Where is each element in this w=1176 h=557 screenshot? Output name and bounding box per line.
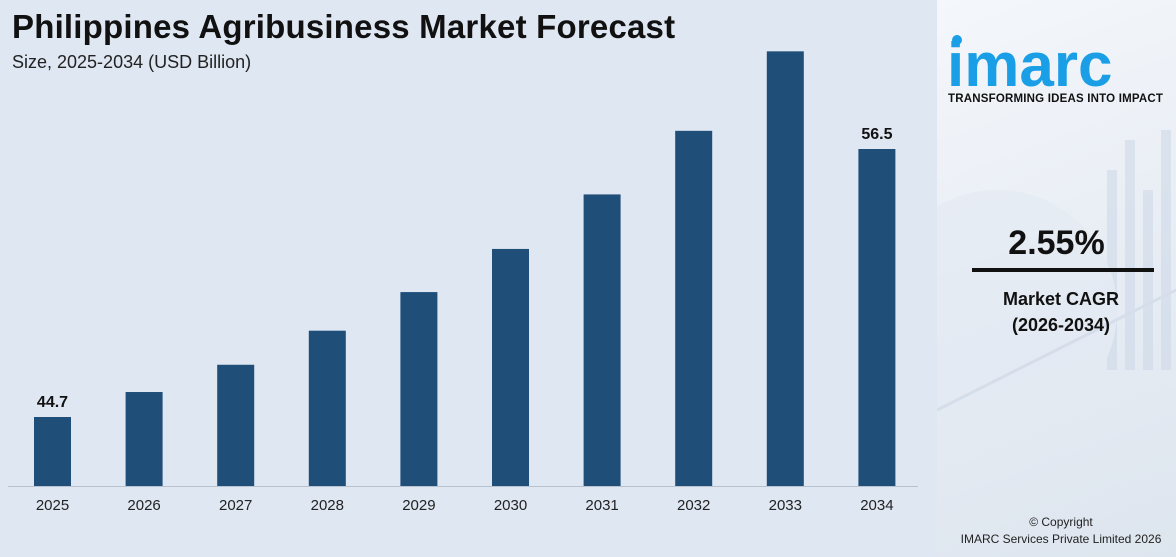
bar-2029 [400,292,438,486]
value-label-2025: 44.7 [37,394,68,411]
bar-2026 [125,392,163,486]
copyright-line1: © Copyright [1029,515,1093,529]
cagr-label-line1: Market CAGR [1002,289,1120,309]
value-label-2034: 56.5 [861,126,892,143]
x-tick-label-2026: 2026 [127,497,160,514]
cagr-value: 2.55% [1008,224,1105,262]
bar-2034 [858,149,896,486]
x-tick-label-2028: 2028 [311,497,344,514]
copyright: © Copyright IMARC Services Private Limit… [937,514,1176,548]
bar-2025 [34,417,71,486]
cagr-divider [972,268,1154,272]
logo-wordmark: imarc [947,34,1112,94]
cagr-label: Market CAGR (2026-2034) [937,286,1176,338]
bar-2033 [766,51,804,486]
bar-2027 [217,364,255,486]
chart-title: Philippines Agribusiness Market Forecast [12,8,676,45]
x-tick-label-2027: 2027 [219,497,252,514]
bar-2032 [675,130,713,486]
imarc-logo: imarc [947,34,1112,94]
bar-2028 [308,330,346,486]
x-tick-label-2031: 2031 [585,497,618,514]
bar-2030 [492,248,529,486]
x-tick-label-2034: 2034 [860,497,893,514]
side-panel: imarc TRANSFORMING IDEAS INTO IMPACT 2.5… [937,0,1176,557]
x-tick-label-2033: 2033 [769,497,802,514]
chart-subtitle: Size, 2025-2034 (USD Billion) [12,52,252,72]
x-tick-label-2030: 2030 [494,497,527,514]
bar-2031 [583,194,621,487]
brand-tagline: TRANSFORMING IDEAS INTO IMPACT [948,93,1164,105]
copyright-line2: IMARC Services Private Limited 2026 [960,532,1162,546]
x-tick-label-2032: 2032 [677,497,710,514]
chart-panel: 2025 44.7 2026 2027 2028 2029 2030 2031 2032 2033… [0,0,937,557]
bar-chart: 2025 44.7 2026 2027 2028 2029 2030 2031 2032 2033… [8,51,918,514]
cagr-label-line2: (2026-2034) [1011,315,1111,335]
x-tick-label-2029: 2029 [402,497,435,514]
x-tick-label-2025: 2025 [36,497,69,514]
